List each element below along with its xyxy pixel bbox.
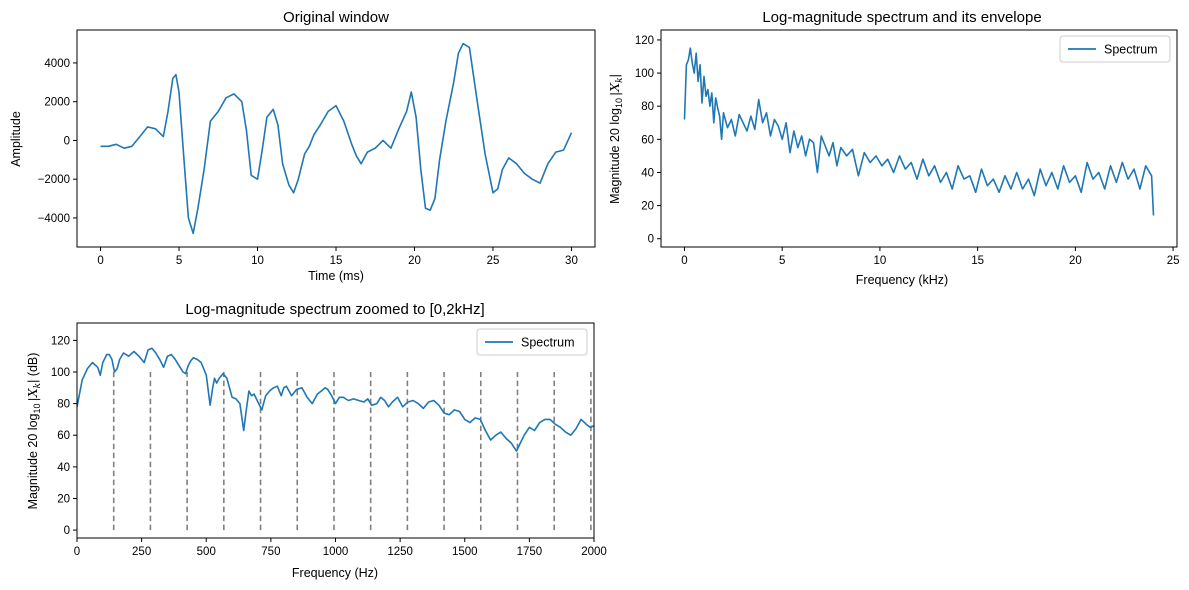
waveform-xlabel: Time (ms) (308, 269, 364, 283)
y-tick-label: 2000 (44, 97, 70, 109)
zoom-ylabel-prefix: Magnitude 20 log (26, 413, 40, 509)
y-tick-label: 120 (51, 335, 70, 347)
zoom-panel: Log-magnitude spectrum zoomed to [0,2kHz… (25, 301, 607, 580)
zoom-ylabel-sub2: k (33, 383, 43, 388)
y-tick-label: −4000 (38, 213, 70, 225)
x-tick-label: 0 (74, 546, 80, 558)
axes-frame (660, 29, 1178, 248)
y-tick-label: 0 (64, 135, 70, 147)
x-tick-label: 20 (1069, 255, 1082, 267)
x-tick-label: 15 (971, 255, 984, 267)
x-tick-label: 500 (197, 546, 216, 558)
x-tick-label: 10 (251, 255, 264, 267)
legend-label: Spectrum (521, 336, 575, 350)
legend-box (1059, 35, 1171, 63)
x-tick-label: 10 (874, 255, 887, 267)
waveform-title: Original window (283, 9, 389, 26)
legend-box (476, 328, 588, 356)
y-tick-label: 20 (57, 493, 70, 505)
y-tick-label: 60 (641, 134, 654, 146)
x-tick-label: 5 (176, 255, 182, 267)
x-tick-label: 1250 (387, 546, 413, 558)
zoom-xlabel: Frequency (Hz) (292, 566, 378, 580)
legend-label: Spectrum (1104, 43, 1158, 57)
y-tick-label: −2000 (38, 174, 70, 186)
waveform-panel: Original window 0 5 10 15 20 25 30 −4000 −2000 0 2… (9, 9, 596, 283)
zoom-ylabel-sub: 10 (32, 404, 42, 414)
waveform-axes: 0 5 10 15 20 25 30 −4000 −2000 0 2000 4000 (38, 29, 596, 267)
y-tick-label: 0 (64, 525, 70, 537)
x-tick-label: 25 (1167, 255, 1180, 267)
y-tick-label: 40 (641, 167, 654, 179)
spectrum-ylabel-prefix: Magnitude 20 log (608, 108, 622, 204)
y-tick-label: 100 (51, 367, 70, 379)
zoom-title: Log-magnitude spectrum zoomed to [0,2kHz… (185, 301, 484, 318)
zoom-axes: 0 250 500 750 1000 1250 1500 1750 2000 0 20 40 60 80 1… (51, 322, 607, 558)
y-tick-label: 120 (635, 35, 654, 47)
x-tick-label: 30 (565, 255, 578, 267)
zoom-ylabel-suffix: |X (25, 387, 40, 401)
x-tick-label: 250 (132, 546, 151, 558)
zoom-ylabel-end: | (dB) (26, 353, 40, 383)
spectrum-ylabel-sub2: k (615, 77, 625, 82)
series-line-0 (100, 42, 573, 235)
spectrum-xlabel: Frequency (kHz) (856, 273, 948, 287)
x-tick-label: 750 (261, 546, 280, 558)
y-tick-label: 4000 (44, 58, 70, 70)
x-tick-label: 1000 (323, 546, 349, 558)
x-tick-label: 1750 (517, 546, 543, 558)
spectrum-axes: 0 5 10 15 20 25 0 20 40 60 80 100 120 Spectrum (635, 29, 1180, 267)
spectrum-ylabel: Magnitude 20 log10 |Xk| (607, 74, 625, 204)
x-tick-label: 2000 (581, 546, 607, 558)
spectrum-ylabel-end: | (608, 74, 622, 77)
y-tick-label: 20 (641, 201, 654, 213)
y-tick-label: 80 (57, 399, 70, 411)
x-tick-label: 15 (330, 255, 343, 267)
spectrum-ylabel-suffix: |X (607, 82, 622, 96)
y-tick-label: 100 (635, 68, 654, 80)
x-tick-label: 5 (779, 255, 785, 267)
x-tick-label: 25 (487, 255, 500, 267)
x-tick-label: 0 (97, 255, 103, 267)
waveform-ylabel: Amplitude (9, 111, 23, 167)
spectrum-title: Log-magnitude spectrum and its envelope (762, 9, 1041, 26)
zoom-ylabel: Magnitude 20 log10 |Xk| (dB) (25, 353, 43, 510)
x-tick-label: 20 (408, 255, 421, 267)
y-tick-label: 60 (57, 430, 70, 442)
x-tick-label: 0 (681, 255, 687, 267)
series-line-0 (77, 347, 594, 452)
x-tick-label: 1500 (452, 546, 478, 558)
y-tick-label: 40 (57, 462, 70, 474)
axes-frame (76, 29, 596, 248)
y-tick-label: 80 (641, 101, 654, 113)
y-tick-label: 0 (648, 234, 654, 246)
spectrum-panel: Log-magnitude spectrum and its envelope … (607, 9, 1179, 287)
series-line-0 (683, 47, 1155, 216)
spectrum-ylabel-sub: 10 (614, 98, 624, 108)
